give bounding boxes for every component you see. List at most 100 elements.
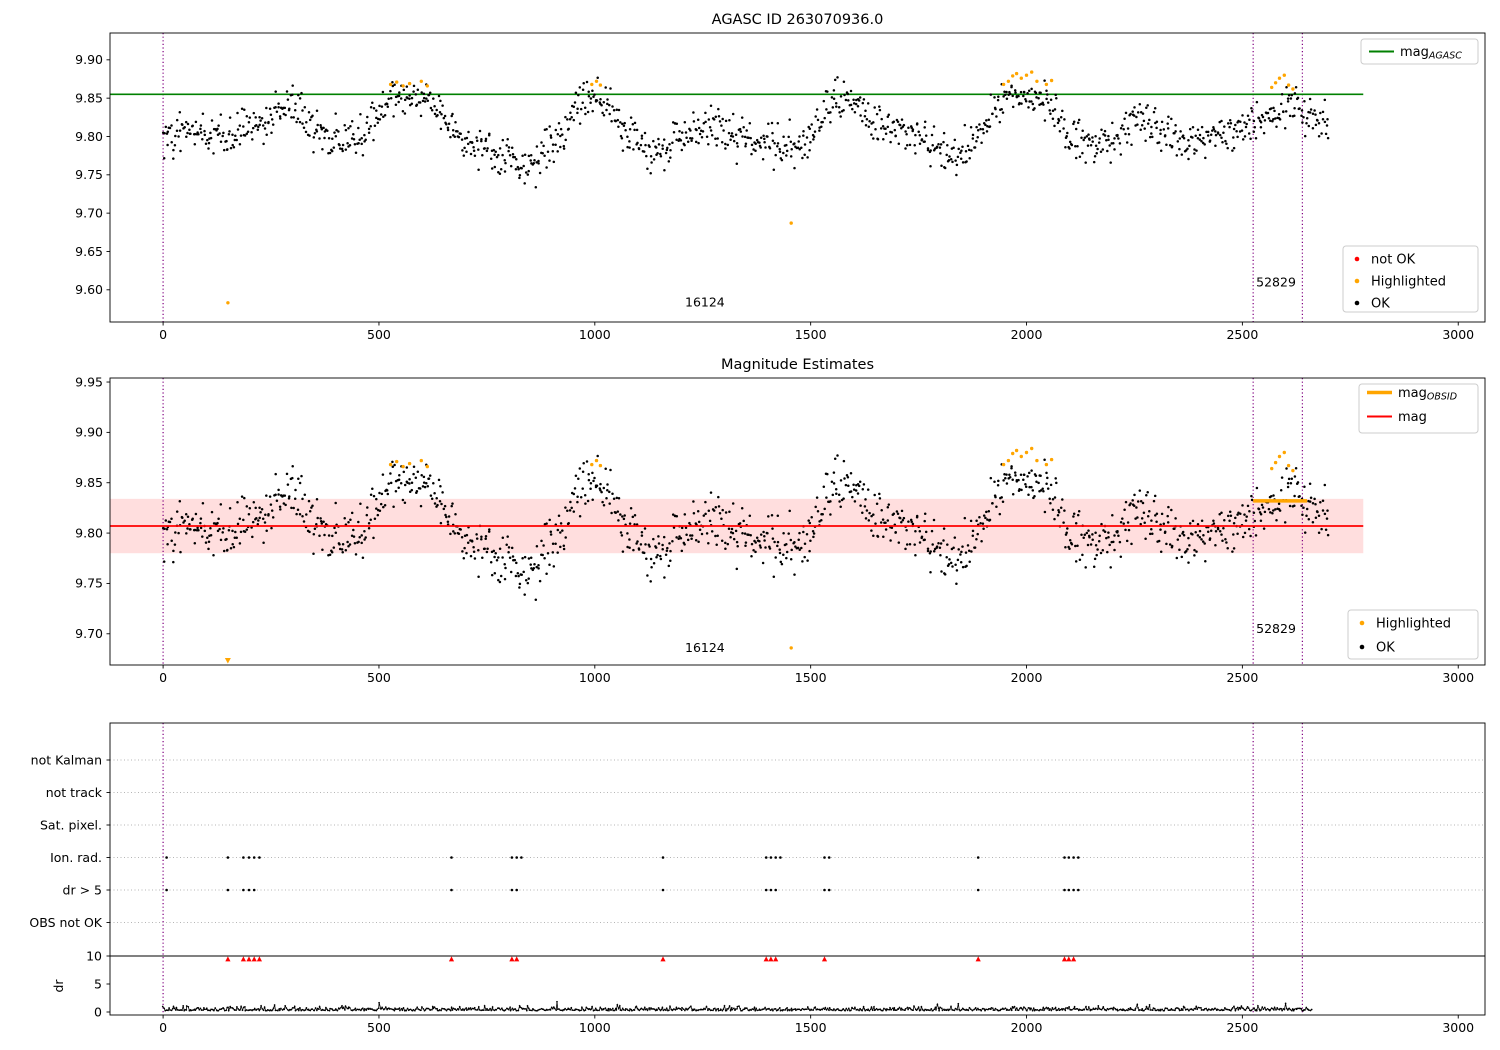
ok-point — [572, 118, 576, 122]
ok-point — [408, 490, 412, 494]
ok-point — [1081, 553, 1084, 557]
dr-trace-point — [1147, 1008, 1150, 1011]
ok-point — [802, 134, 805, 137]
ok-point — [864, 517, 868, 520]
ok-point — [172, 157, 175, 160]
ok-point — [884, 521, 887, 525]
ok-point — [1127, 528, 1131, 532]
ok-point — [1253, 519, 1257, 523]
ok-point — [1319, 500, 1322, 504]
ok-point — [1174, 517, 1177, 520]
dr-trace-point — [335, 1008, 338, 1011]
ok-point — [1116, 529, 1119, 533]
ok-point — [632, 548, 635, 552]
ok-point — [1209, 529, 1213, 533]
dr-trace-point — [1245, 1007, 1248, 1010]
ok-point — [968, 560, 971, 564]
ok-point — [768, 547, 772, 550]
dr-trace-point — [1151, 1009, 1154, 1012]
dr-trace-point — [939, 1006, 941, 1009]
ok-point — [586, 110, 590, 114]
ok-point — [633, 121, 637, 125]
ok-point — [621, 515, 624, 518]
ok-point — [1084, 566, 1087, 569]
ok-point — [821, 120, 824, 124]
ok-point — [1250, 494, 1253, 498]
ok-point — [172, 549, 175, 553]
ok-point — [247, 120, 251, 124]
dr-trace-point — [687, 1007, 690, 1010]
ok-point — [1138, 489, 1142, 492]
ok-point — [258, 123, 261, 127]
ok-point — [354, 151, 358, 154]
dr-trace-point — [714, 1007, 716, 1010]
dr-trace-point — [507, 1008, 510, 1011]
dr-trace-point — [648, 1007, 651, 1009]
ok-point — [1294, 85, 1298, 89]
ok-point — [327, 534, 331, 537]
ok-point — [433, 502, 437, 505]
dr-trace-point — [840, 1009, 842, 1012]
ok-point — [218, 527, 221, 531]
dr-trace-point — [999, 1008, 1002, 1011]
ok-point — [457, 135, 461, 139]
ok-point — [218, 132, 221, 135]
dr-trace-point — [519, 1006, 522, 1008]
ok-point — [298, 97, 302, 100]
dr-trace-point — [550, 1006, 553, 1009]
ok-point — [1017, 94, 1020, 98]
ok-point — [421, 99, 425, 103]
ok-point — [242, 125, 245, 128]
dr-trace-point — [261, 1007, 264, 1010]
dr-trace-point — [176, 1009, 179, 1011]
dr-trace-point — [927, 1009, 930, 1011]
ok-point — [1181, 134, 1185, 137]
ok-point — [1124, 132, 1127, 136]
ok-point — [942, 527, 946, 530]
dr-trace-point — [225, 1009, 228, 1012]
dr-trace-point — [433, 1006, 436, 1008]
dr-trace-point — [501, 1009, 504, 1011]
dr-trace-point — [1107, 1008, 1110, 1011]
dr-trace-point — [904, 1007, 907, 1010]
ok-point — [578, 514, 582, 518]
ok-point — [1193, 548, 1196, 552]
dr-trace-point — [755, 1007, 758, 1010]
ok-point — [541, 553, 544, 557]
dr-trace-point — [657, 1007, 660, 1009]
ok-point — [656, 152, 659, 155]
ok-point — [405, 466, 409, 469]
ok-point — [642, 150, 646, 153]
ok-point — [943, 573, 947, 576]
ok-point — [497, 170, 500, 174]
ok-point — [1226, 146, 1229, 150]
dr-trace-point — [378, 1001, 380, 1004]
ok-point — [668, 542, 671, 545]
ok-point — [343, 517, 346, 520]
dr-trace-point — [1097, 1004, 1100, 1007]
dr-trace-point — [822, 1007, 825, 1010]
ok-point — [1195, 550, 1198, 553]
ok-point — [298, 120, 302, 124]
ok-point — [666, 546, 669, 550]
ok-point — [649, 557, 653, 561]
ok-point — [833, 457, 837, 461]
ok-point — [663, 169, 666, 172]
dr-trace-point — [199, 1007, 202, 1010]
ok-point — [938, 146, 942, 149]
ok-point — [369, 105, 373, 109]
ok-point — [807, 125, 810, 129]
ok-point — [1246, 114, 1250, 118]
dr-trace-point — [187, 1005, 190, 1008]
dr-trace-point — [1003, 1008, 1005, 1011]
ok-point — [1200, 519, 1204, 523]
dr-trace-point — [501, 1007, 503, 1010]
ok-point — [529, 159, 532, 162]
ok-point — [194, 512, 198, 516]
dr-trace-point — [953, 1009, 956, 1012]
ok-point — [1068, 147, 1071, 150]
ok-point — [529, 556, 533, 559]
ok-point — [570, 506, 573, 510]
ok-point — [1305, 116, 1309, 120]
ok-point — [246, 130, 250, 134]
